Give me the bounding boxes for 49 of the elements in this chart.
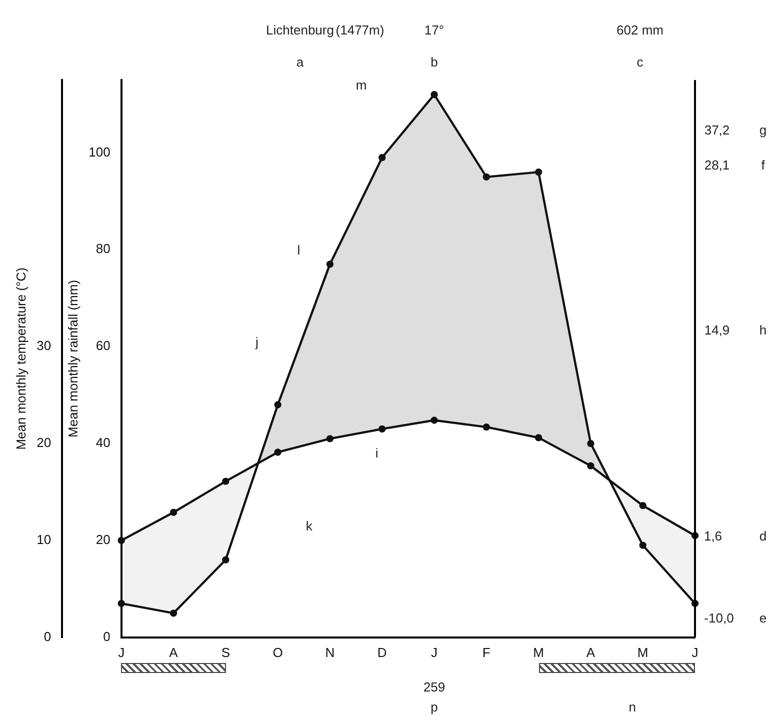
text: 28,1	[704, 158, 730, 172]
annotation: l	[297, 242, 300, 258]
text: Lichtenburg	[266, 22, 334, 38]
text: 259	[423, 680, 446, 695]
y-tick-label: 80	[96, 241, 110, 256]
text: 17°	[424, 22, 444, 38]
x-tick-label: M	[637, 644, 648, 660]
x-tick-label: N	[325, 644, 335, 660]
annotation: m	[356, 77, 367, 92]
text: b	[430, 54, 438, 70]
y2-tick-label: 30	[36, 338, 52, 354]
annotation: i	[375, 446, 378, 461]
annotation: j	[255, 334, 258, 350]
text: e	[759, 610, 767, 626]
y-tick-label: 0	[103, 628, 110, 644]
x-tick-label: S	[221, 644, 230, 660]
text: -10,0	[704, 610, 734, 626]
text: c	[636, 54, 644, 70]
y-tick-label: 40	[96, 435, 110, 450]
text: 602 mm	[616, 22, 664, 38]
y-tick-label: 100	[88, 144, 110, 160]
text: 1,6	[704, 528, 722, 544]
x-tick-label: D	[377, 644, 387, 660]
text: a	[296, 54, 304, 70]
y-tick-label: 20	[96, 532, 110, 548]
y2-tick-label: 20	[36, 435, 52, 450]
text: g	[759, 122, 767, 138]
text: n	[628, 700, 636, 715]
y2-tick-label: 0	[44, 628, 52, 644]
text: (1477m)	[336, 22, 384, 38]
x-tick-label: J	[431, 644, 438, 660]
text: 37,2	[704, 122, 730, 138]
text: h	[759, 322, 767, 338]
x-tick-label: J	[692, 644, 698, 660]
text: 14,9	[704, 322, 730, 338]
text: f	[761, 158, 765, 172]
y-tick-label: 60	[96, 338, 110, 354]
x-tick-label: M	[533, 644, 544, 660]
x-tick-label: F	[482, 644, 490, 660]
x-tick-label: A	[169, 644, 178, 660]
y2-tick-label: 10	[36, 532, 52, 548]
text: p	[430, 700, 438, 715]
text: d	[759, 528, 767, 544]
x-tick-label: J	[118, 644, 125, 660]
x-tick-label: O	[272, 644, 283, 660]
y2-axis-title: Mean monthly temperature (°C)	[13, 268, 28, 450]
x-tick-label: A	[586, 644, 596, 660]
annotation: k	[306, 518, 312, 534]
y-axis-title: Mean monthly rainfall (mm)	[65, 280, 80, 438]
